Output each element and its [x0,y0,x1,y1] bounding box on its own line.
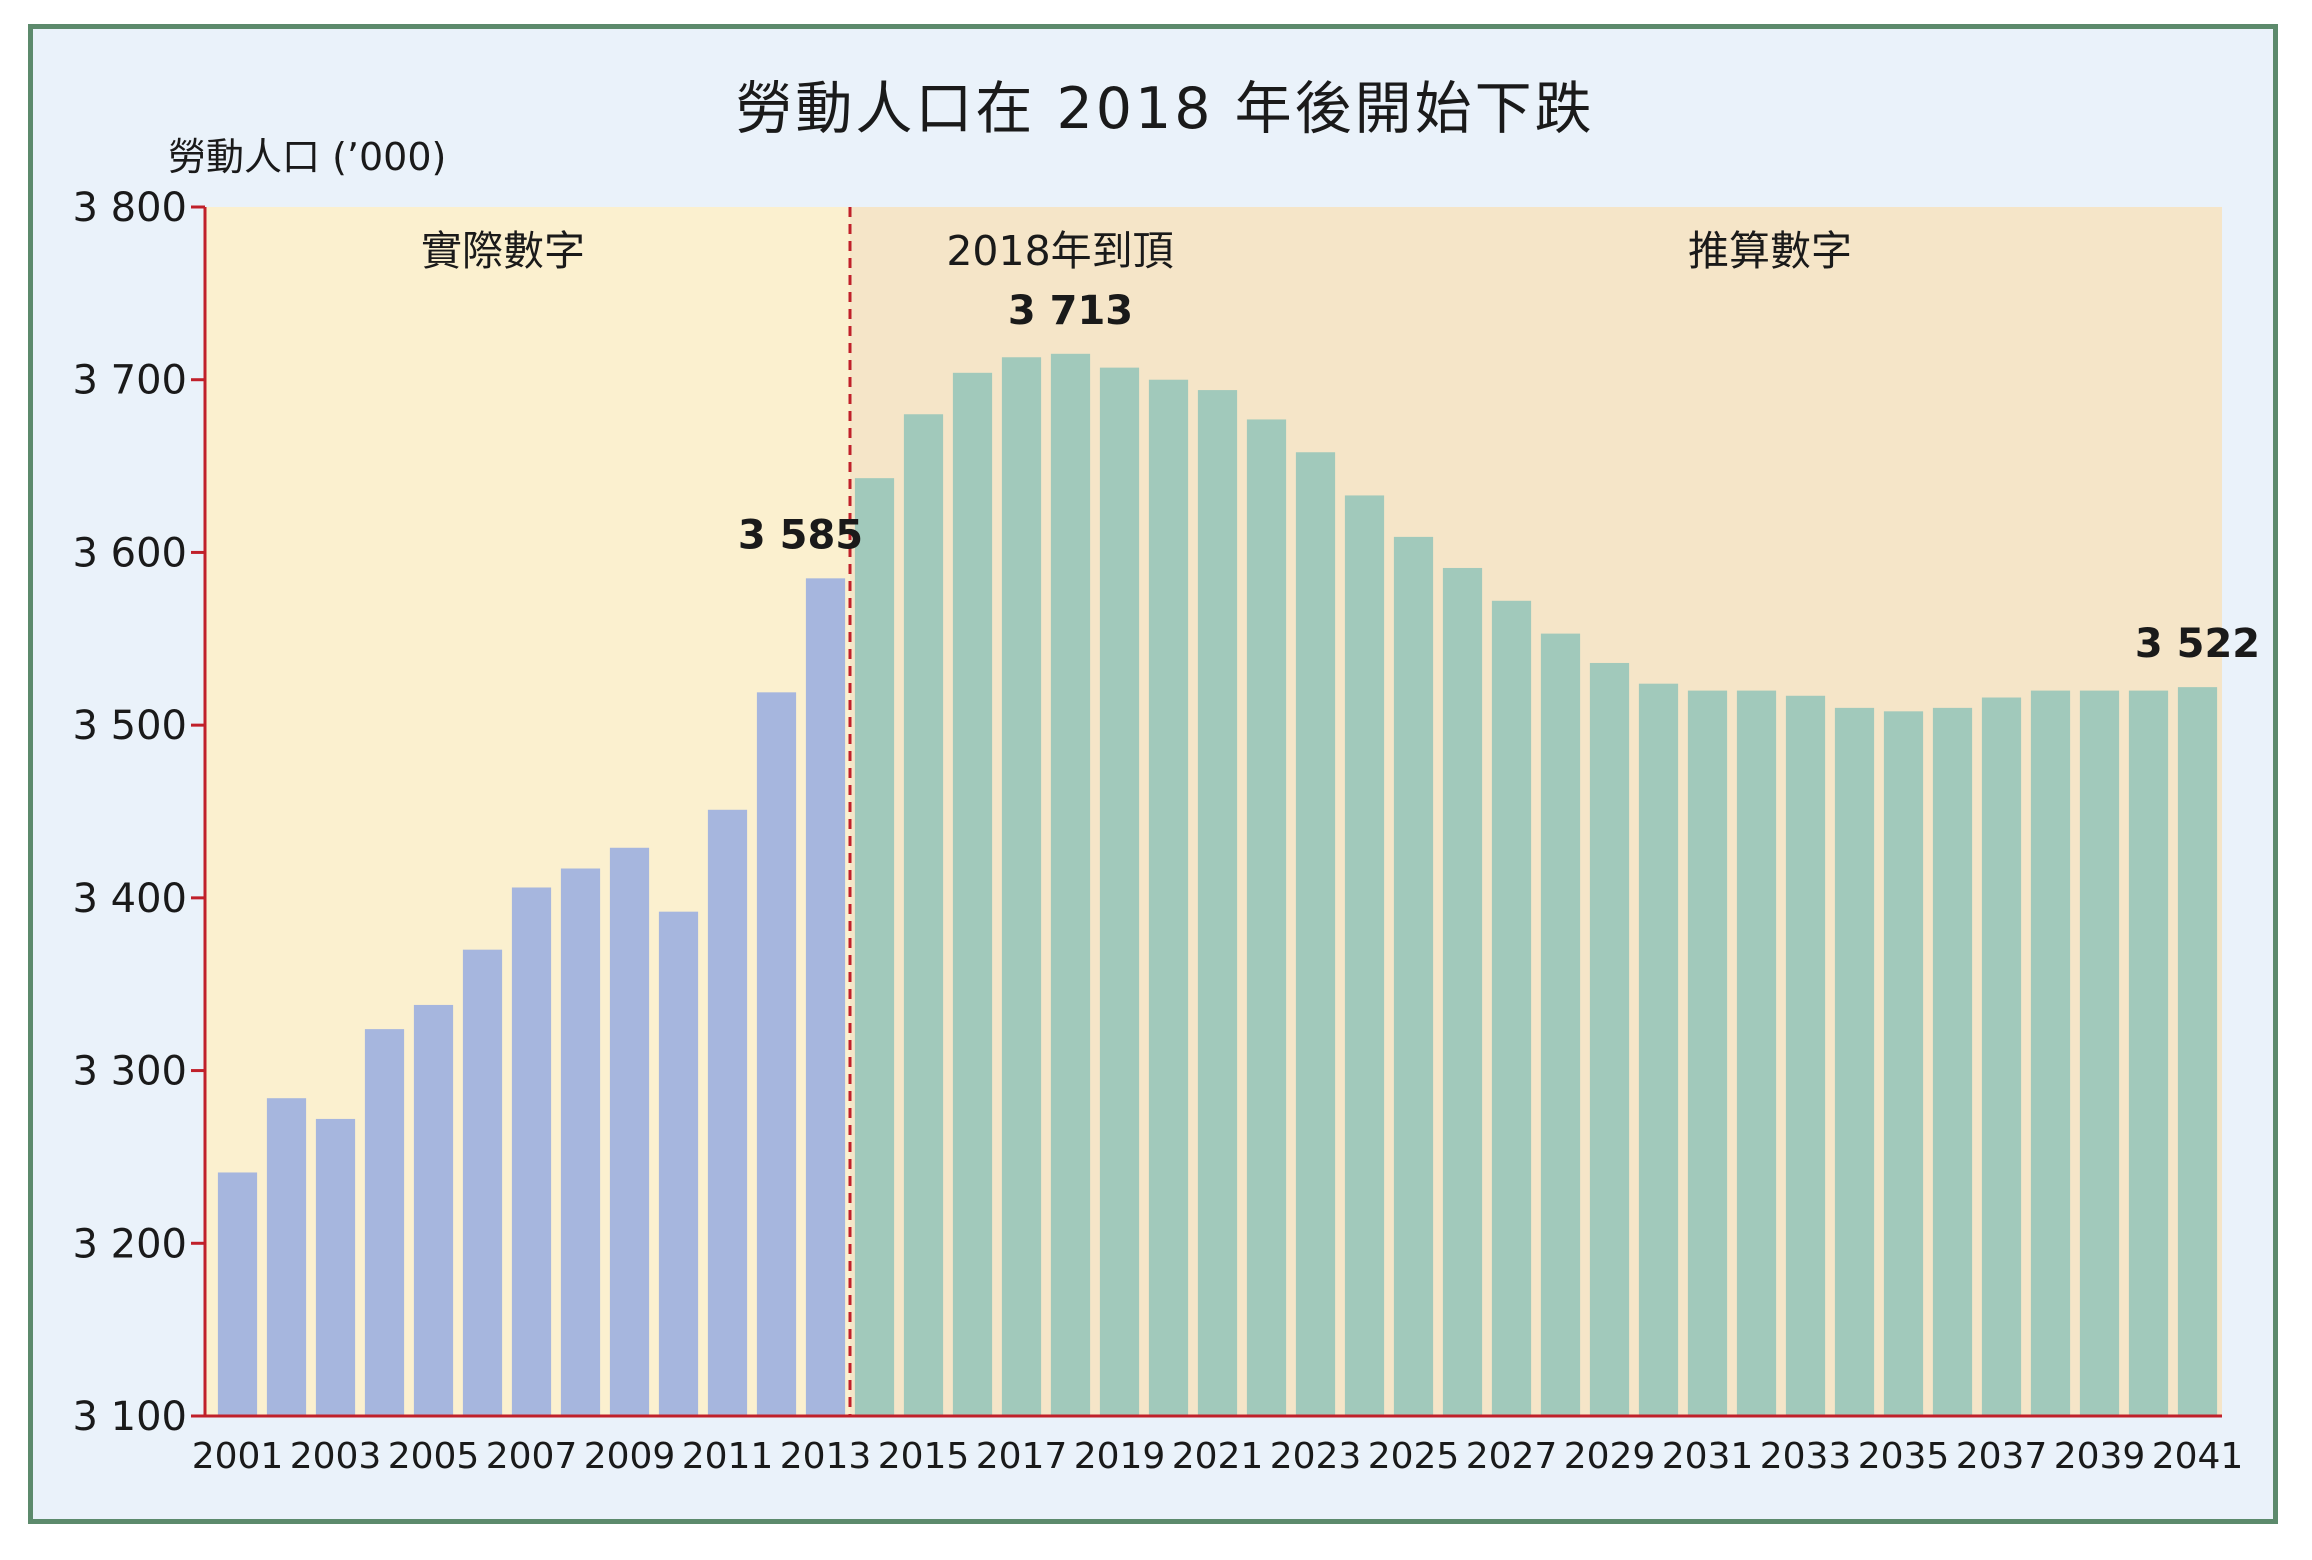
x-tick-label: 2027 [1466,1436,1558,1477]
bar-2025 [1393,536,1434,1416]
bar-2024 [1344,495,1385,1416]
bar-2008 [560,868,601,1416]
bar-2019 [1099,367,1140,1417]
bar-2033 [1785,695,1826,1416]
x-tick-label: 2013 [780,1436,872,1477]
bar-2036 [1932,707,1973,1416]
bar-2040 [2128,690,2169,1416]
bar-2014 [854,478,895,1416]
bar-2017 [1001,357,1042,1416]
bar-2031 [1687,690,1728,1416]
x-tick-label: 2041 [2152,1436,2244,1477]
bar-2018 [1050,353,1091,1416]
x-tick-label: 2025 [1368,1436,1460,1477]
x-tick-label: 2023 [1270,1436,1362,1477]
y-tick-label: 3 200 [72,1221,187,1267]
data-label-2041: 3 522 [2135,621,2260,667]
bar-2021 [1197,390,1238,1416]
y-tick-label: 3 300 [72,1049,187,1095]
x-tick-label: 2003 [290,1436,382,1477]
bar-2013 [805,578,846,1416]
x-tick-label: 2031 [1662,1436,1754,1477]
bar-2039 [2079,690,2120,1416]
x-tick-label: 2021 [1172,1436,1264,1477]
bar-2015 [903,414,944,1416]
bar-2012 [756,692,797,1416]
y-tick-label: 3 800 [72,185,187,231]
x-tick-label: 2011 [682,1436,774,1477]
bar-2010 [658,911,699,1416]
bar-2023 [1295,452,1336,1416]
region-label-actual: 實際數字 [421,227,585,275]
y-tick-label: 3 400 [72,876,187,922]
bar-2007 [511,887,552,1416]
bar-2026 [1442,567,1483,1416]
region-label-projected: 推算數字 [1688,227,1852,275]
x-tick-label: 2037 [1956,1436,2048,1477]
x-tick-label: 2005 [388,1436,480,1477]
x-tick-label: 2017 [976,1436,1068,1477]
bar-2028 [1540,633,1581,1416]
x-tick-label: 2007 [486,1436,578,1477]
x-tick-label: 2001 [192,1436,284,1477]
bar-2035 [1883,711,1924,1416]
bar-2041 [2177,687,2218,1416]
bar-2016 [952,372,993,1417]
bar-2004 [364,1029,405,1416]
x-tick-label: 2039 [2054,1436,2146,1477]
bar-2022 [1246,419,1287,1416]
bar-2034 [1834,707,1875,1416]
bar-2029 [1589,662,1630,1416]
x-tick-label: 2009 [584,1436,676,1477]
bar-2030 [1638,683,1679,1416]
x-tick-label: 2015 [878,1436,970,1477]
x-tick-label: 2029 [1564,1436,1656,1477]
chart-title: 勞動人口在 2018 年後開始下跌 [735,76,1594,142]
data-label-2013: 3 585 [738,512,863,558]
y-tick-label: 3 500 [72,703,187,749]
bar-2032 [1736,690,1777,1416]
x-tick-label: 2033 [1760,1436,1852,1477]
bar-2003 [315,1118,356,1416]
bar-2001 [217,1172,258,1416]
bar-2006 [462,949,503,1416]
bar-2037 [1981,697,2022,1416]
bar-2038 [2030,690,2071,1416]
y-axis-label: 勞動人口 (’000) [168,135,446,179]
bar-2020 [1148,379,1189,1416]
data-label-2018: 3 713 [1008,288,1133,334]
bar-2011 [707,809,748,1416]
x-tick-label: 2019 [1074,1436,1166,1477]
bar-2027 [1491,600,1532,1416]
bar-2002 [266,1098,307,1416]
y-tick-label: 3 600 [72,530,187,576]
bar-2005 [413,1004,454,1416]
bar-2009 [609,847,650,1416]
y-tick-label: 3 700 [72,358,187,404]
peak-annotation: 2018年到頂 [946,227,1173,275]
x-tick-label: 2035 [1858,1436,1950,1477]
y-tick-label: 3 100 [72,1394,187,1440]
